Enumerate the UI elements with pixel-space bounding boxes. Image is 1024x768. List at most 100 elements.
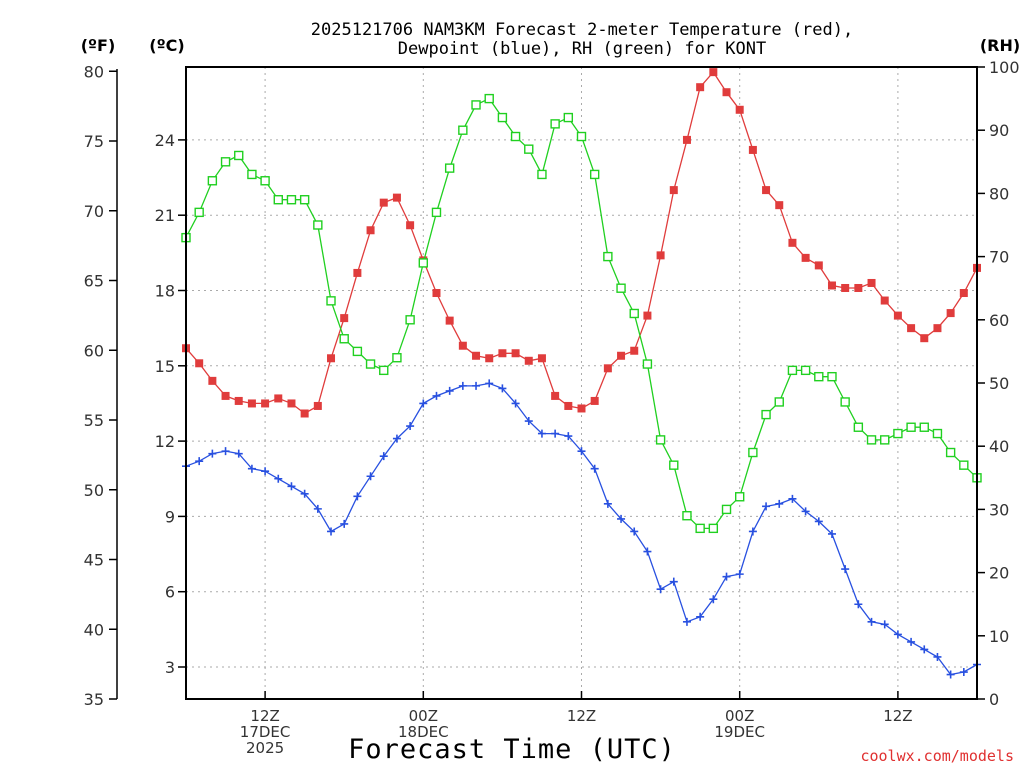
rh-point xyxy=(379,365,389,376)
rh-point xyxy=(669,460,679,470)
temperature-point xyxy=(893,311,902,320)
dewpoint-point xyxy=(775,499,784,508)
dewpoint-point xyxy=(247,464,256,473)
rh-point xyxy=(550,119,560,129)
rh-point xyxy=(919,422,929,432)
dewpoint-point xyxy=(564,432,573,441)
rh-tick-label: 70 xyxy=(989,248,1009,267)
temperature-point xyxy=(920,334,929,343)
temperature-point xyxy=(221,391,230,400)
time-tick-label: 12Z xyxy=(567,707,596,725)
temperature-point xyxy=(682,135,691,144)
temperature-point xyxy=(907,324,916,333)
temperature-point xyxy=(946,309,955,318)
dewpoint-point xyxy=(696,612,705,621)
dewpoint-point xyxy=(907,637,916,646)
temperature-point xyxy=(313,401,322,410)
dewpoint-point xyxy=(432,391,441,400)
dewpoint-point xyxy=(920,645,929,654)
dewpoint-point xyxy=(590,464,599,473)
rh-point xyxy=(260,176,270,186)
dewpoint-point xyxy=(841,565,850,574)
dewpoint-point xyxy=(327,527,336,536)
fahrenheit-tick-label: 35 xyxy=(84,690,104,709)
dewpoint-point xyxy=(511,399,520,408)
rh-point xyxy=(787,365,798,376)
dewpoint-point xyxy=(300,489,309,498)
rh-tick-label: 30 xyxy=(989,500,1009,519)
celsius-tick-label: 24 xyxy=(155,131,175,150)
dewpoint-point xyxy=(959,668,968,677)
fahrenheit-ticks: 80 75 70 65 60 55 50 45 40 35 xyxy=(84,62,117,709)
temperature-point xyxy=(933,324,942,333)
rh-point xyxy=(563,112,574,123)
dewpoint-point xyxy=(709,595,718,604)
rh-point xyxy=(484,93,494,104)
dewpoint-point xyxy=(946,670,955,679)
chart-title-line1: 2025121706 NAM3KM Forecast 2-meter Tempe… xyxy=(311,20,853,40)
rh-point xyxy=(945,447,956,458)
rh-point xyxy=(642,359,653,369)
temperature-point xyxy=(762,186,771,195)
rh-tick-label: 90 xyxy=(989,121,1009,140)
celsius-tick-label: 21 xyxy=(155,206,175,225)
rh-point xyxy=(220,157,231,167)
temperature-point xyxy=(261,399,270,408)
rh-point xyxy=(814,371,824,382)
temperature-point xyxy=(669,186,678,195)
dewpoint-point xyxy=(221,447,230,456)
temperature-point xyxy=(353,268,362,277)
dewpoint-point xyxy=(933,652,942,661)
temperature-point xyxy=(788,238,797,247)
temperature-point xyxy=(696,83,705,92)
rh-point xyxy=(444,163,455,173)
temperature-point xyxy=(643,311,652,320)
temperature-point xyxy=(392,193,401,202)
rh-point xyxy=(286,195,297,205)
rh-tick-label: 10 xyxy=(989,627,1009,646)
dewpoint-point xyxy=(722,572,731,581)
dewpoint-point xyxy=(669,577,678,586)
temperature-point xyxy=(854,283,863,292)
series-rh xyxy=(181,93,982,534)
dewpoint-point xyxy=(287,482,296,491)
chart-title-line2: Dewpoint (blue), RH (green) for KONT xyxy=(398,39,766,59)
temperature-point xyxy=(485,354,494,363)
dewpoint-point xyxy=(234,449,243,458)
time-tick-label: 00Z xyxy=(725,707,754,725)
temperature-point xyxy=(195,359,204,368)
temperature-point xyxy=(327,354,336,363)
temperature-point xyxy=(287,399,296,408)
celsius-tick-label: 9 xyxy=(165,507,175,526)
rh-tick-label: 60 xyxy=(989,311,1009,330)
rh-point xyxy=(761,409,771,420)
celsius-tick-label: 18 xyxy=(155,282,175,301)
rh-point xyxy=(524,144,534,154)
fahrenheit-tick-label: 80 xyxy=(84,62,104,81)
dewpoint-point xyxy=(827,529,836,538)
dewpoint-point xyxy=(735,570,744,579)
rh-point xyxy=(471,100,481,110)
fahrenheit-tick-label: 75 xyxy=(84,132,104,151)
time-tick-label: 12Z xyxy=(250,707,279,725)
dewpoint-point xyxy=(498,384,507,393)
dewpoint-point xyxy=(340,519,349,528)
fahrenheit-tick-label: 40 xyxy=(84,620,104,639)
rh-point xyxy=(866,435,877,445)
rh-point xyxy=(273,195,283,205)
temperature-point xyxy=(577,404,586,413)
time-tick-label: 19DEC xyxy=(714,723,765,741)
rh-point xyxy=(313,220,323,230)
dewpoint-point xyxy=(748,527,757,536)
dewpoint-point xyxy=(643,547,652,556)
dewpoint-point xyxy=(419,399,428,408)
dewpoint-point xyxy=(682,617,691,626)
fahrenheit-tick-label: 70 xyxy=(84,202,104,221)
dewpoint-point xyxy=(313,504,322,513)
celsius-tick-label: 15 xyxy=(155,357,175,376)
temperature-point xyxy=(537,354,546,363)
temperature-point xyxy=(827,281,836,290)
temperature-point xyxy=(867,278,876,287)
temperature-point xyxy=(775,201,784,210)
